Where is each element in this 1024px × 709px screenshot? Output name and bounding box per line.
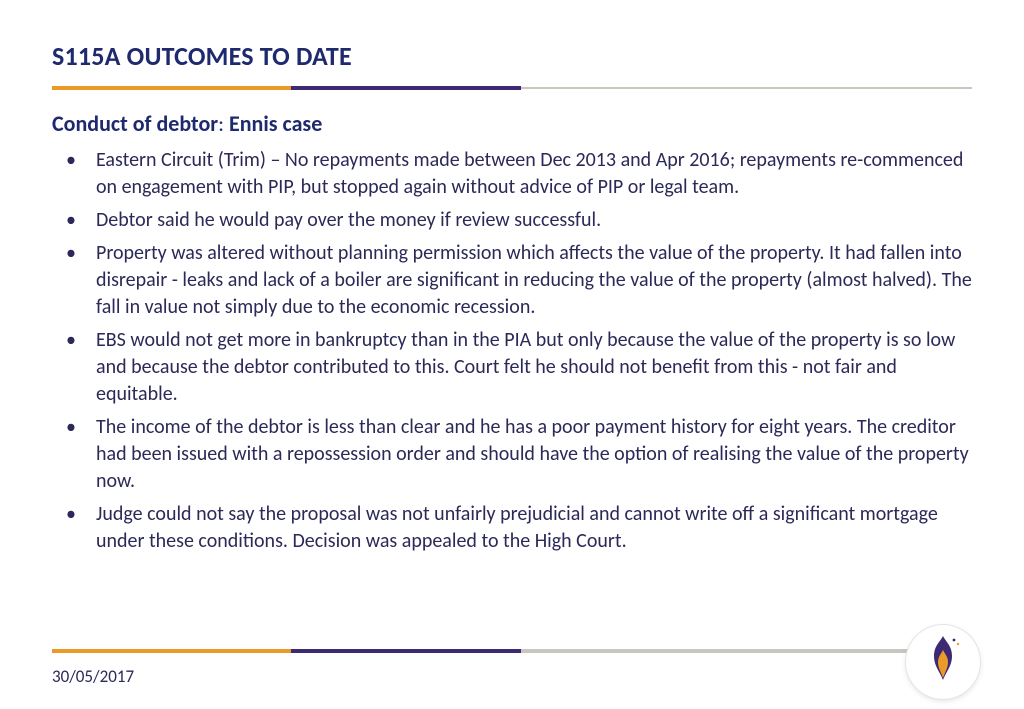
footer-segment-grey (521, 649, 972, 653)
slide-subtitle: Conduct of debtor: Ennis case (52, 110, 972, 137)
slide-title: S115A OUTCOMES TO DATE (52, 40, 972, 72)
subtitle-part-1: Conduct of debtor (52, 110, 218, 137)
list-item: Eastern Circuit (Trim) – No repayments m… (52, 147, 972, 201)
bullet-list: Eastern Circuit (Trim) – No repayments m… (52, 147, 972, 555)
title-divider (52, 86, 972, 90)
footer-divider (52, 649, 972, 653)
slide-date: 30/05/2017 (52, 666, 134, 687)
list-item: Judge could not say the proposal was not… (52, 501, 972, 555)
subtitle-separator: : (218, 110, 229, 137)
footer-segment-purple (291, 649, 521, 653)
logo-badge (906, 625, 980, 699)
footer-segment-orange (52, 649, 291, 653)
list-item: Debtor said he would pay over the money … (52, 207, 972, 234)
list-item: The income of the debtor is less than cl… (52, 414, 972, 495)
divider-segment-purple (291, 86, 521, 90)
list-item: Property was altered without planning pe… (52, 240, 972, 321)
subtitle-part-2: Ennis case (229, 110, 322, 137)
list-item: EBS would not get more in bankruptcy tha… (52, 327, 972, 408)
divider-segment-grey (521, 87, 972, 89)
flame-icon (920, 632, 966, 693)
divider-segment-orange (52, 86, 291, 90)
